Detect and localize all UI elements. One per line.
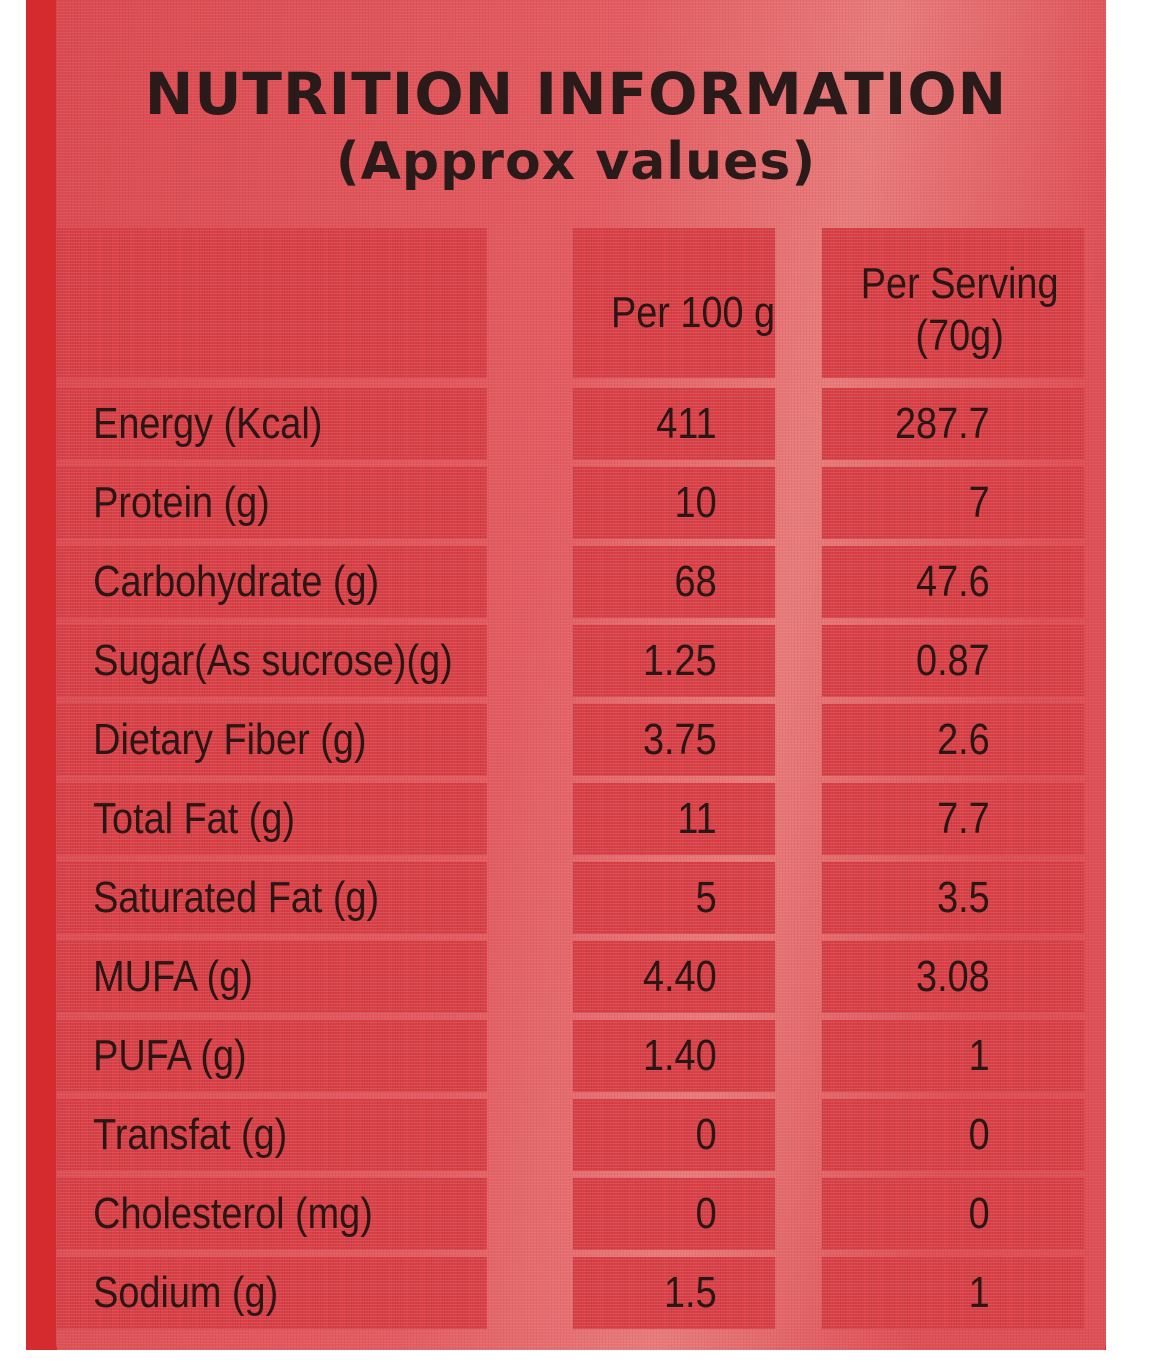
per-serving-value: 0 bbox=[968, 1110, 990, 1159]
nutrient-name: Saturated Fat (g) bbox=[93, 873, 380, 922]
nutrient-name: Transfat (g) bbox=[93, 1110, 288, 1159]
per-100g-value: 1.40 bbox=[642, 1031, 717, 1080]
per-100g-cell: 10 bbox=[573, 467, 776, 539]
per-100g-value: 11 bbox=[677, 794, 717, 843]
per-100g-value: 3.75 bbox=[642, 715, 717, 764]
per-100g-cell: 1.5 bbox=[573, 1257, 776, 1329]
per-100g-cell: 4.40 bbox=[573, 941, 776, 1013]
nutrient-name-cell: Cholesterol (mg) bbox=[57, 1178, 487, 1250]
header-per-serving-label: Per Serving (70g) bbox=[860, 259, 1059, 360]
nutrient-name: PUFA (g) bbox=[93, 1031, 247, 1080]
per-100g-value: 5 bbox=[695, 873, 717, 922]
per-serving-value: 0.87 bbox=[916, 636, 990, 685]
nutrient-name: Cholesterol (mg) bbox=[93, 1189, 373, 1238]
per-100g-cell: 411 bbox=[573, 388, 776, 460]
nutrient-name: Carbohydrate (g) bbox=[93, 557, 380, 606]
per-serving-value: 1 bbox=[968, 1031, 990, 1080]
per-100g-value: 68 bbox=[674, 557, 717, 606]
nutrient-name-cell: MUFA (g) bbox=[57, 941, 487, 1013]
header-per-100g: Per 100 g bbox=[573, 228, 776, 378]
nutrient-name: Dietary Fiber (g) bbox=[93, 715, 367, 764]
nutrient-name-cell: Sugar(As sucrose)(g) bbox=[57, 625, 487, 697]
per-serving-cell: 3.08 bbox=[822, 941, 1085, 1013]
per-100g-cell: 3.75 bbox=[573, 704, 776, 776]
per-100g-value: 0 bbox=[695, 1189, 717, 1238]
per-serving-value: 0 bbox=[968, 1189, 990, 1238]
per-100g-cell: 1.25 bbox=[573, 625, 776, 697]
nutrient-name-cell: Energy (Kcal) bbox=[57, 388, 487, 460]
nutrient-name: Sugar(As sucrose)(g) bbox=[93, 636, 453, 685]
per-100g-cell: 0 bbox=[573, 1178, 776, 1250]
per-serving-value: 1 bbox=[968, 1268, 990, 1317]
nutrient-name-cell: Carbohydrate (g) bbox=[57, 546, 487, 618]
per-100g-cell: 11 bbox=[573, 783, 776, 855]
per-serving-cell: 0 bbox=[822, 1099, 1085, 1171]
header-per-serving: Per Serving (70g) bbox=[822, 228, 1085, 378]
nutrient-name-cell: Transfat (g) bbox=[57, 1099, 487, 1171]
per-serving-value: 7 bbox=[968, 478, 990, 527]
nutrient-name-cell: Saturated Fat (g) bbox=[57, 862, 487, 934]
per-serving-value: 7.7 bbox=[937, 794, 990, 843]
header-blank-cell bbox=[57, 228, 487, 378]
per-serving-value: 2.6 bbox=[937, 715, 990, 764]
nutrient-name: MUFA (g) bbox=[93, 952, 253, 1001]
per-serving-cell: 1 bbox=[822, 1020, 1085, 1092]
nutrition-title: NUTRITION INFORMATION bbox=[144, 60, 1008, 128]
per-serving-value: 3.5 bbox=[937, 873, 990, 922]
per-serving-cell: 287.7 bbox=[822, 388, 1085, 460]
header-per-100g-label: Per 100 g bbox=[611, 288, 776, 337]
per-100g-value: 411 bbox=[656, 399, 717, 448]
per-serving-cell: 1 bbox=[822, 1257, 1085, 1329]
nutrient-name: Energy (Kcal) bbox=[93, 399, 323, 448]
per-serving-cell: 0 bbox=[822, 1178, 1085, 1250]
nutrient-name-cell: Total Fat (g) bbox=[57, 783, 487, 855]
nutrient-name-cell: Protein (g) bbox=[57, 467, 487, 539]
per-serving-cell: 47.6 bbox=[822, 546, 1085, 618]
per-100g-cell: 0 bbox=[573, 1099, 776, 1171]
per-100g-cell: 1.40 bbox=[573, 1020, 776, 1092]
per-serving-cell: 7.7 bbox=[822, 783, 1085, 855]
per-serving-cell: 3.5 bbox=[822, 862, 1085, 934]
nutrient-name-cell: Sodium (g) bbox=[57, 1257, 487, 1329]
per-100g-value: 1.25 bbox=[642, 636, 717, 685]
nutrition-subtitle: (Approx values) bbox=[335, 132, 817, 192]
per-serving-cell: 2.6 bbox=[822, 704, 1085, 776]
per-serving-value: 47.6 bbox=[916, 557, 990, 606]
per-serving-cell: 0.87 bbox=[822, 625, 1085, 697]
nutrient-name: Sodium (g) bbox=[93, 1268, 279, 1317]
nutrient-name: Protein (g) bbox=[93, 478, 270, 527]
nutrient-name: Total Fat (g) bbox=[93, 794, 296, 843]
per-100g-value: 0 bbox=[695, 1110, 717, 1159]
per-100g-value: 1.5 bbox=[664, 1268, 717, 1317]
per-100g-value: 10 bbox=[674, 478, 717, 527]
per-serving-value: 3.08 bbox=[916, 952, 990, 1001]
nutrient-name-cell: PUFA (g) bbox=[57, 1020, 487, 1092]
per-100g-cell: 68 bbox=[573, 546, 776, 618]
per-100g-value: 4.40 bbox=[642, 952, 717, 1001]
per-100g-cell: 5 bbox=[573, 862, 776, 934]
per-serving-cell: 7 bbox=[822, 467, 1085, 539]
per-serving-value: 287.7 bbox=[895, 399, 990, 448]
nutrient-name-cell: Dietary Fiber (g) bbox=[57, 704, 487, 776]
